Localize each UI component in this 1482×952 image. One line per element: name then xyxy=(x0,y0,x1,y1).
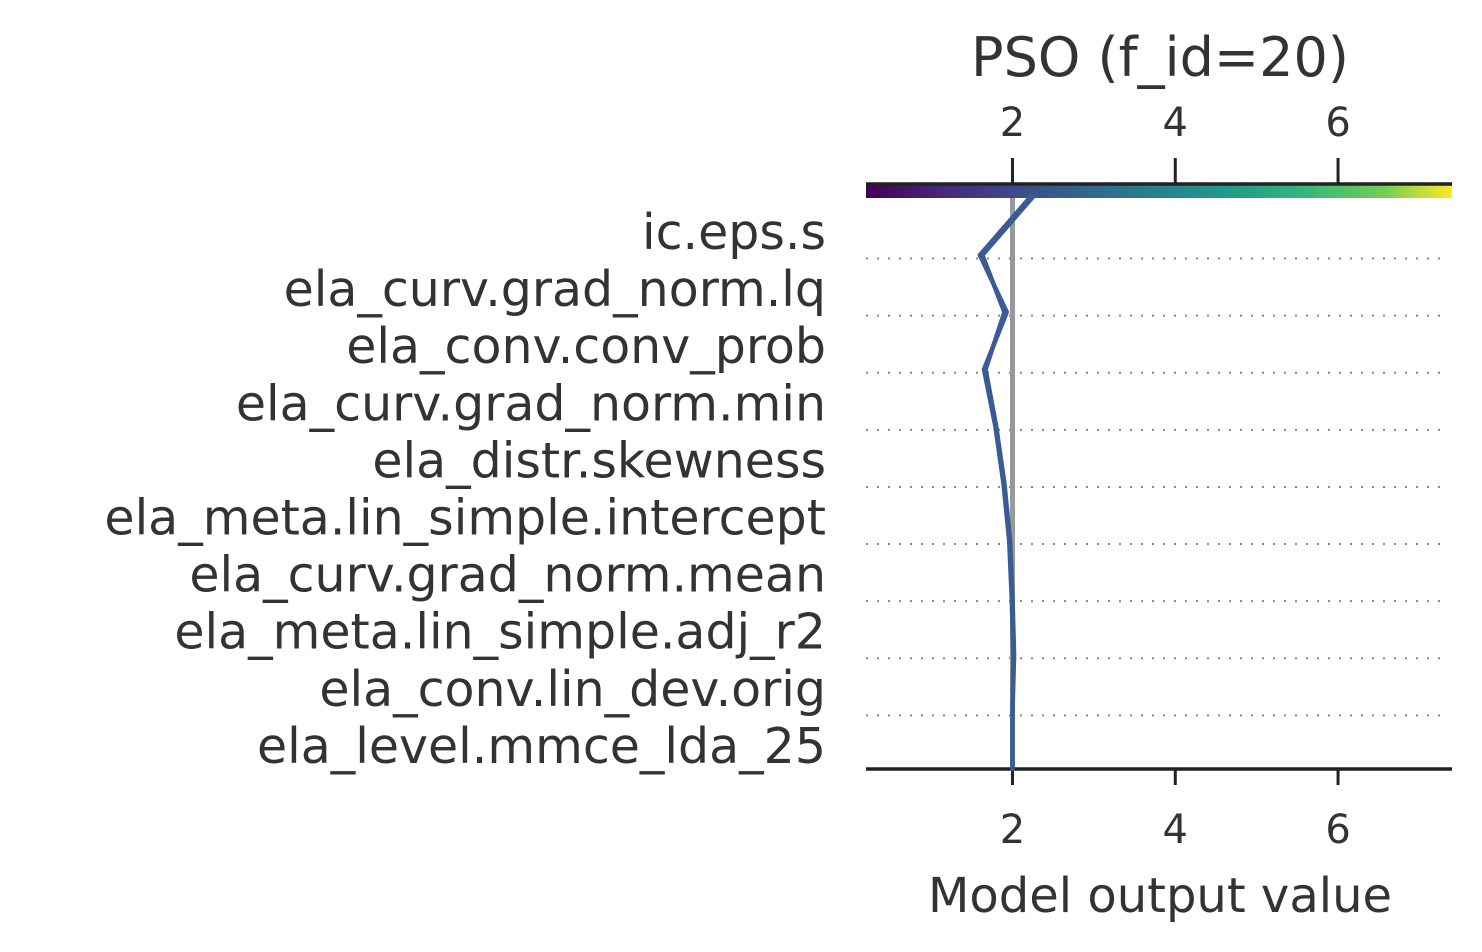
feature-label: ela_curv.grad_norm.mean xyxy=(189,547,826,604)
x-tick-label-bottom: 2 xyxy=(1000,807,1025,853)
feature-label: ela_curv.grad_norm.lq xyxy=(284,261,826,318)
x-tick-label-bottom: 6 xyxy=(1325,807,1350,853)
grid-lines xyxy=(866,184,1446,769)
feature-label: ela_level.mmce_lda_25 xyxy=(257,718,826,775)
feature-label: ic.eps.s xyxy=(642,204,826,261)
x-axis-label: Model output value xyxy=(928,868,1392,924)
feature-label: ela_meta.lin_simple.intercept xyxy=(104,490,826,547)
x-tick-label-top: 2 xyxy=(1000,100,1025,146)
decision-line xyxy=(977,194,1033,772)
decision-lines xyxy=(977,194,1036,772)
axes: 2 2 4 4 6 6 xyxy=(866,100,1452,853)
feature-labels: ic.eps.sela_curv.grad_norm.lqela_conv.co… xyxy=(104,204,826,775)
colorbar xyxy=(866,184,1452,198)
chart-title: PSO (f_id=20) xyxy=(971,26,1349,89)
decision-line xyxy=(980,194,1036,772)
feature-label: ela_distr.skewness xyxy=(372,432,826,489)
x-tick-label-bottom: 4 xyxy=(1163,807,1188,853)
x-tick-label-top: 6 xyxy=(1325,100,1350,146)
feature-label: ela_conv.conv_prob xyxy=(346,318,826,375)
x-tick-label-top: 4 xyxy=(1163,100,1188,146)
feature-label: ela_meta.lin_simple.adj_r2 xyxy=(174,604,826,661)
feature-label: ela_curv.grad_norm.min xyxy=(236,375,826,432)
feature-label: ela_conv.lin_dev.orig xyxy=(319,661,826,718)
